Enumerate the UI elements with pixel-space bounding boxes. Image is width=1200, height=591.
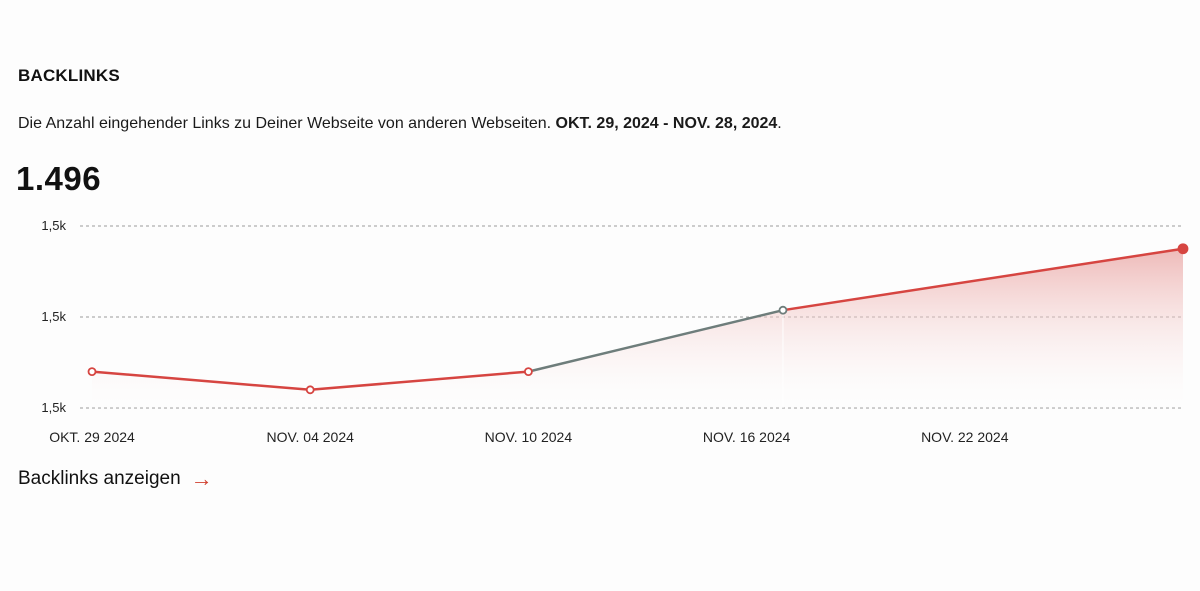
- line-segment: [90, 370, 312, 392]
- data-point: [1177, 243, 1189, 255]
- line-segment: [308, 370, 530, 392]
- x-tick-label: OKT. 29 2024: [49, 429, 135, 445]
- line-segment: [781, 247, 1185, 312]
- date-range: OKT. 29, 2024 - NOV. 28, 2024: [555, 115, 778, 132]
- data-point: [87, 367, 97, 377]
- arrow-right-icon: →: [190, 466, 213, 491]
- widget-title: BACKLINKS: [18, 66, 120, 85]
- x-tick-label: NOV. 16 2024: [703, 429, 791, 445]
- x-tick-label: NOV. 04 2024: [266, 429, 354, 445]
- description-text: Die Anzahl eingehender Links zu Deiner W…: [18, 115, 552, 132]
- show-backlinks-label: Backlinks anzeigen: [18, 468, 181, 489]
- area-fill: [92, 248, 1183, 408]
- show-backlinks-link[interactable]: Backlinks anzeigen →: [18, 468, 213, 490]
- widget-description: Die Anzahl eingehender Links zu Deiner W…: [18, 115, 782, 133]
- x-tick-label: NOV. 22 2024: [921, 429, 1009, 445]
- y-tick-label: 1,5k: [41, 309, 66, 324]
- y-tick-label: 1,5k: [41, 218, 66, 233]
- data-point: [778, 305, 788, 315]
- total-backlinks-value: 1.496: [16, 160, 102, 197]
- x-tick-label: NOV. 10 2024: [485, 429, 573, 445]
- backlinks-area-chart: 1,5k 1,5k 1,5k OKT. 29 2024 NOV. 04 2024 NOV…: [41, 218, 1189, 445]
- y-tick-label: 1,5k: [41, 400, 66, 415]
- data-point: [524, 367, 533, 377]
- date-range-suffix: .: [777, 115, 782, 132]
- data-point: [305, 385, 315, 395]
- line-segment-highlight: [527, 308, 785, 373]
